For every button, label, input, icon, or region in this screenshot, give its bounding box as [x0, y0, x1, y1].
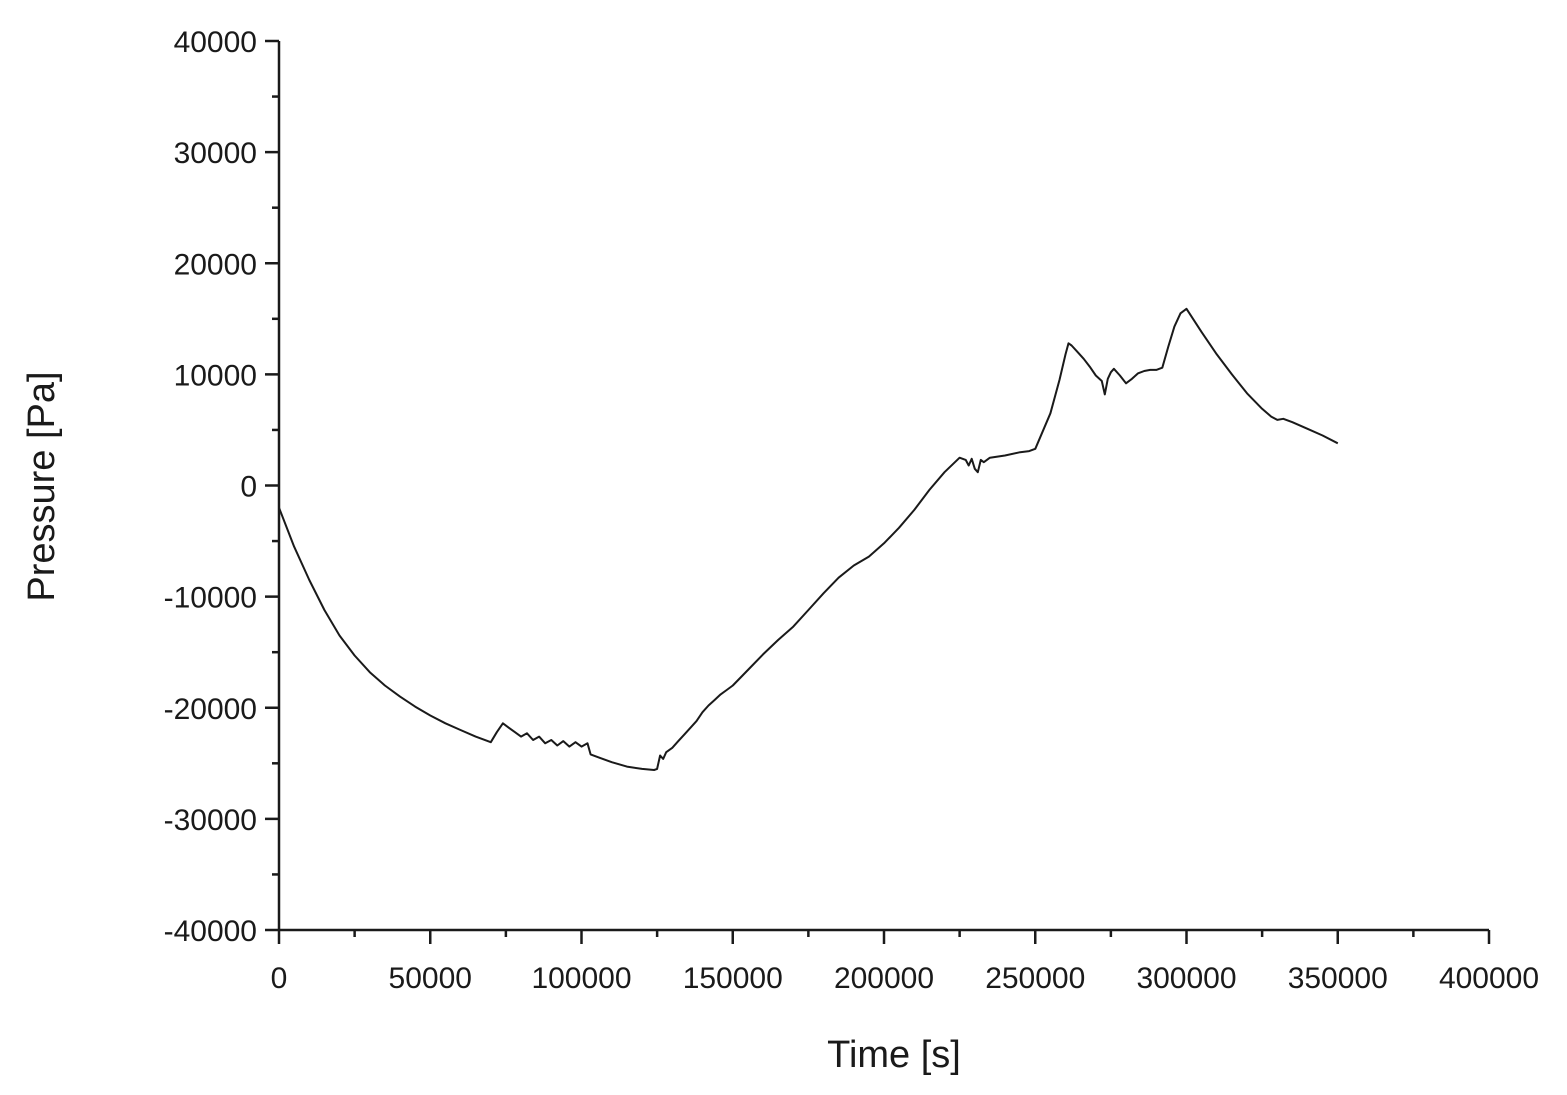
x-tick-label: 400000 — [1439, 962, 1539, 995]
y-tick-label: -40000 — [164, 915, 257, 948]
plot-area — [278, 307, 1339, 771]
x-tick-labels: 0 50000 100000 150000 200000 250000 300000 3500… — [271, 962, 1539, 995]
y-tick-label: 30000 — [174, 137, 257, 170]
y-axis-title: Pressure [Pa] — [21, 371, 63, 601]
series-line-0 — [278, 307, 1339, 771]
x-tick-label: 200000 — [834, 962, 934, 995]
y-tick-labels: 40000 30000 20000 10000 0 -10000 -20000 -30000 -… — [164, 26, 257, 948]
x-tick-label: 250000 — [985, 962, 1085, 995]
x-axis-ticks — [277, 930, 1491, 944]
x-tick-label: 350000 — [1288, 962, 1388, 995]
y-tick-label: 0 — [240, 471, 257, 504]
x-tick-label: 100000 — [531, 962, 631, 995]
x-tick-label: 0 — [271, 962, 288, 995]
y-tick-label: -20000 — [164, 693, 257, 726]
y-tick-label: 10000 — [174, 359, 257, 392]
y-tick-label: 40000 — [174, 26, 257, 59]
y-tick-label: 20000 — [174, 248, 257, 281]
x-axis-title: Time [s] — [827, 1034, 961, 1076]
y-axis-ticks — [265, 39, 279, 932]
x-tick-label: 300000 — [1136, 962, 1236, 995]
x-tick-label: 150000 — [683, 962, 783, 995]
x-tick-label: 50000 — [389, 962, 472, 995]
y-tick-label: -10000 — [164, 582, 257, 615]
y-tick-label: -30000 — [164, 804, 257, 837]
